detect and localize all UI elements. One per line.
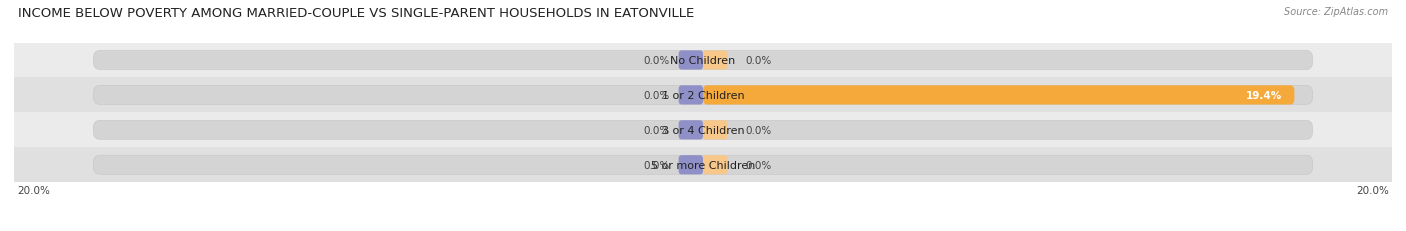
FancyBboxPatch shape xyxy=(14,43,1392,78)
Text: 0.0%: 0.0% xyxy=(643,56,669,66)
Text: Source: ZipAtlas.com: Source: ZipAtlas.com xyxy=(1284,7,1388,17)
Text: 0.0%: 0.0% xyxy=(745,56,772,66)
Text: 0.0%: 0.0% xyxy=(643,91,669,100)
Text: No Children: No Children xyxy=(671,56,735,66)
FancyBboxPatch shape xyxy=(703,86,1295,105)
FancyBboxPatch shape xyxy=(679,155,703,175)
FancyBboxPatch shape xyxy=(679,51,703,70)
Text: 0.0%: 0.0% xyxy=(745,160,772,170)
Text: 3 or 4 Children: 3 or 4 Children xyxy=(662,125,744,135)
FancyBboxPatch shape xyxy=(14,148,1392,182)
FancyBboxPatch shape xyxy=(93,86,1313,105)
FancyBboxPatch shape xyxy=(679,86,703,105)
Text: 1 or 2 Children: 1 or 2 Children xyxy=(662,91,744,100)
FancyBboxPatch shape xyxy=(703,121,727,140)
FancyBboxPatch shape xyxy=(14,78,1392,113)
Text: 20.0%: 20.0% xyxy=(1355,185,1389,195)
FancyBboxPatch shape xyxy=(93,121,1313,140)
FancyBboxPatch shape xyxy=(679,121,703,140)
FancyBboxPatch shape xyxy=(703,51,727,70)
Text: 0.0%: 0.0% xyxy=(643,160,669,170)
Text: INCOME BELOW POVERTY AMONG MARRIED-COUPLE VS SINGLE-PARENT HOUSEHOLDS IN EATONVI: INCOME BELOW POVERTY AMONG MARRIED-COUPL… xyxy=(18,7,695,20)
FancyBboxPatch shape xyxy=(93,51,1313,70)
FancyBboxPatch shape xyxy=(703,155,727,175)
Text: 5 or more Children: 5 or more Children xyxy=(651,160,755,170)
Text: 19.4%: 19.4% xyxy=(1246,91,1282,100)
Text: 20.0%: 20.0% xyxy=(17,185,51,195)
Text: 0.0%: 0.0% xyxy=(643,125,669,135)
Text: 0.0%: 0.0% xyxy=(745,125,772,135)
FancyBboxPatch shape xyxy=(93,155,1313,175)
FancyBboxPatch shape xyxy=(14,113,1392,148)
